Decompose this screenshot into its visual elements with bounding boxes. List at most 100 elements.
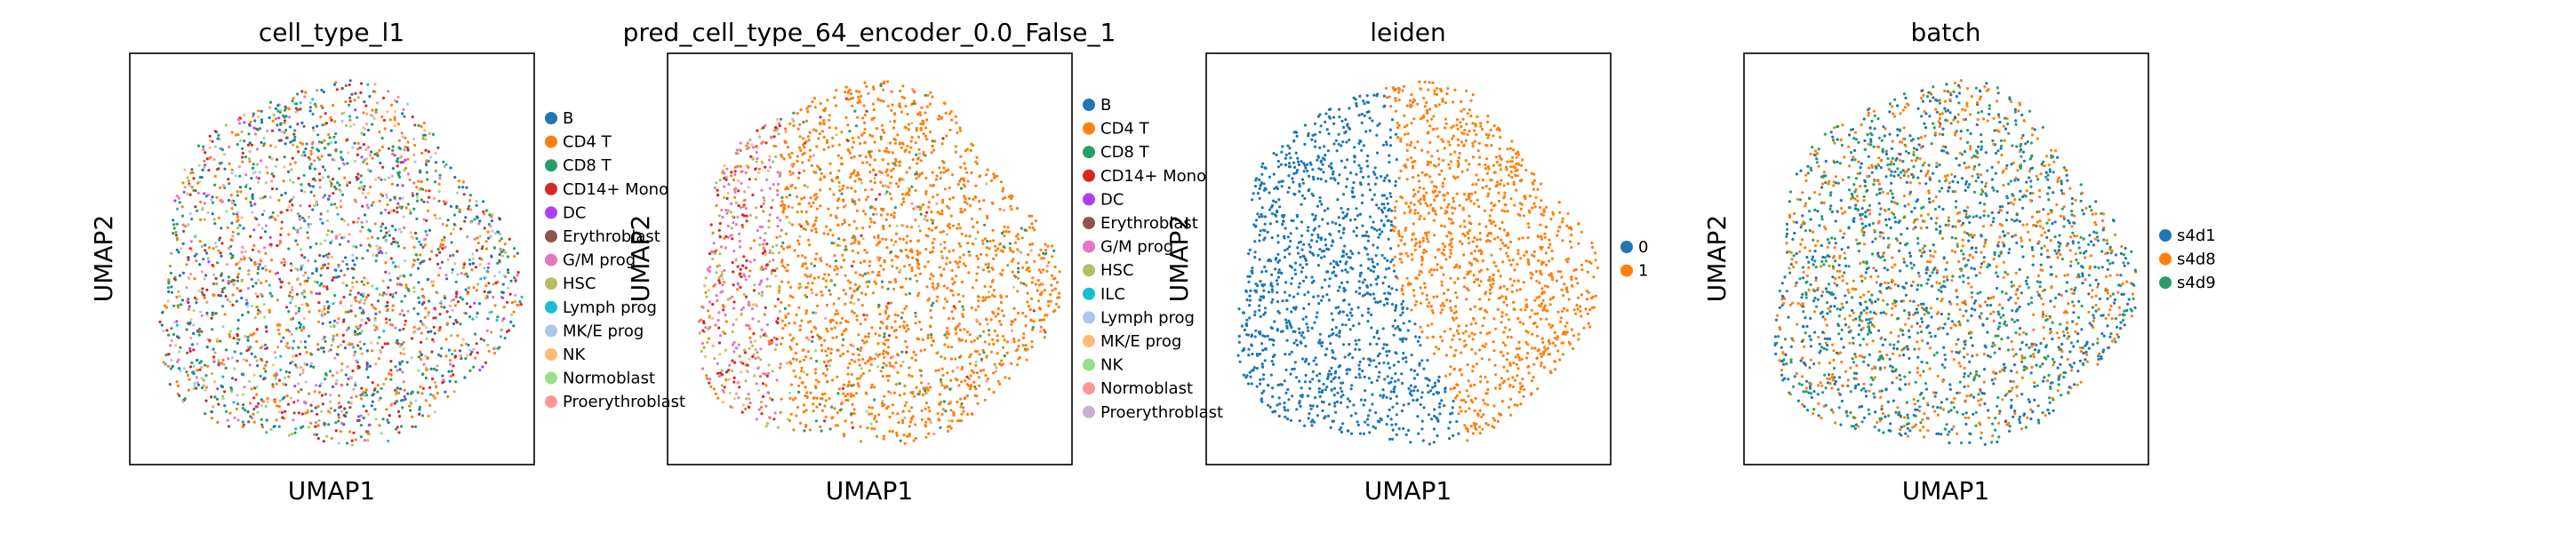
data-point bbox=[764, 425, 768, 428]
data-point bbox=[284, 136, 289, 139]
data-point bbox=[250, 304, 253, 308]
data-point bbox=[203, 296, 206, 299]
data-point bbox=[239, 139, 243, 142]
data-point bbox=[354, 384, 357, 387]
data-point bbox=[409, 401, 412, 404]
data-point bbox=[956, 131, 959, 134]
data-point bbox=[959, 207, 963, 211]
data-point bbox=[752, 332, 756, 336]
legend-marker bbox=[1083, 193, 1095, 206]
data-point bbox=[426, 200, 429, 204]
data-point bbox=[385, 195, 388, 199]
data-point bbox=[203, 165, 206, 169]
data-point bbox=[918, 229, 922, 233]
data-point bbox=[775, 320, 779, 323]
data-point bbox=[1051, 255, 1054, 259]
data-point bbox=[394, 393, 398, 396]
data-point bbox=[760, 328, 764, 331]
data-point bbox=[322, 284, 325, 288]
data-point bbox=[915, 177, 918, 180]
data-point bbox=[1333, 357, 1337, 361]
data-point bbox=[444, 390, 447, 394]
data-point bbox=[471, 252, 475, 256]
data-point bbox=[263, 315, 267, 319]
data-point bbox=[204, 399, 208, 402]
data-point bbox=[298, 218, 301, 221]
data-point bbox=[992, 172, 996, 176]
data-point bbox=[801, 161, 804, 164]
data-point bbox=[243, 139, 246, 143]
data-point bbox=[797, 146, 802, 149]
data-point bbox=[868, 163, 872, 167]
data-point bbox=[433, 380, 436, 385]
data-point bbox=[964, 197, 967, 201]
data-point bbox=[476, 241, 480, 245]
data-point bbox=[936, 193, 940, 196]
data-point bbox=[1028, 269, 1031, 273]
data-point bbox=[474, 332, 477, 336]
data-point bbox=[831, 136, 835, 139]
legend-marker bbox=[1083, 122, 1095, 135]
data-point bbox=[1031, 276, 1035, 280]
data-point bbox=[345, 263, 348, 266]
data-point bbox=[905, 350, 908, 354]
data-point bbox=[827, 207, 830, 211]
data-point bbox=[849, 412, 853, 416]
data-point bbox=[285, 306, 289, 309]
data-point bbox=[412, 286, 416, 290]
data-point bbox=[198, 310, 202, 314]
data-point bbox=[968, 253, 972, 258]
data-point bbox=[1000, 359, 1004, 362]
data-point bbox=[300, 216, 305, 219]
data-point bbox=[975, 272, 979, 275]
data-point bbox=[421, 373, 425, 377]
data-point bbox=[932, 274, 935, 278]
data-point bbox=[458, 349, 462, 353]
data-point bbox=[908, 277, 912, 281]
data-point bbox=[760, 279, 764, 282]
data-point bbox=[269, 215, 273, 219]
data-point bbox=[949, 357, 954, 361]
data-point bbox=[956, 182, 960, 187]
data-point bbox=[344, 256, 348, 259]
data-point bbox=[283, 155, 286, 159]
data-point bbox=[757, 408, 761, 411]
data-point bbox=[809, 356, 812, 360]
data-point bbox=[337, 402, 340, 405]
data-point bbox=[890, 108, 893, 112]
data-point bbox=[316, 437, 320, 441]
data-point bbox=[960, 419, 964, 423]
data-point bbox=[513, 254, 516, 259]
data-point bbox=[315, 200, 318, 203]
data-point bbox=[746, 363, 749, 367]
data-point bbox=[919, 328, 923, 331]
data-point bbox=[353, 263, 356, 266]
data-point bbox=[455, 250, 459, 253]
data-point bbox=[852, 408, 856, 411]
data-point bbox=[386, 304, 389, 307]
data-point bbox=[862, 104, 866, 107]
data-point bbox=[233, 367, 236, 370]
data-point bbox=[195, 301, 198, 305]
data-point bbox=[362, 391, 365, 394]
legend-marker bbox=[545, 135, 557, 148]
data-point bbox=[814, 293, 819, 297]
data-point bbox=[335, 371, 339, 375]
data-point bbox=[1298, 282, 1301, 285]
data-point bbox=[878, 240, 882, 243]
data-point bbox=[338, 167, 341, 171]
data-point bbox=[203, 202, 206, 205]
data-point bbox=[271, 363, 275, 367]
data-point bbox=[404, 283, 408, 287]
data-point bbox=[356, 115, 359, 119]
data-point bbox=[202, 258, 205, 261]
data-point bbox=[196, 330, 201, 334]
data-point bbox=[373, 83, 377, 86]
data-point bbox=[918, 152, 922, 155]
data-point bbox=[907, 128, 911, 131]
data-point bbox=[243, 121, 246, 124]
data-point bbox=[760, 293, 764, 298]
data-point bbox=[787, 281, 790, 284]
data-point bbox=[726, 225, 730, 228]
data-point bbox=[1050, 283, 1053, 287]
